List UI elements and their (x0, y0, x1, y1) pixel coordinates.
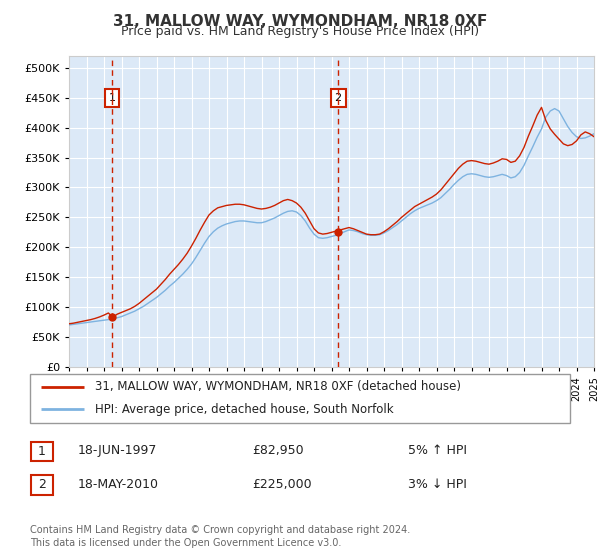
Text: 2: 2 (335, 93, 342, 103)
Text: 1: 1 (38, 445, 46, 458)
FancyBboxPatch shape (31, 475, 53, 494)
Text: 2: 2 (38, 478, 46, 492)
Text: HPI: Average price, detached house, South Norfolk: HPI: Average price, detached house, Sout… (95, 403, 394, 416)
Text: 5% ↑ HPI: 5% ↑ HPI (408, 444, 467, 458)
Text: 31, MALLOW WAY, WYMONDHAM, NR18 0XF: 31, MALLOW WAY, WYMONDHAM, NR18 0XF (113, 14, 487, 29)
Text: 3% ↓ HPI: 3% ↓ HPI (408, 478, 467, 491)
Text: Price paid vs. HM Land Registry's House Price Index (HPI): Price paid vs. HM Land Registry's House … (121, 25, 479, 38)
Text: 31, MALLOW WAY, WYMONDHAM, NR18 0XF (detached house): 31, MALLOW WAY, WYMONDHAM, NR18 0XF (det… (95, 380, 461, 393)
Text: £225,000: £225,000 (252, 478, 311, 491)
Text: 18-MAY-2010: 18-MAY-2010 (78, 478, 159, 491)
FancyBboxPatch shape (30, 374, 570, 423)
Text: Contains HM Land Registry data © Crown copyright and database right 2024.
This d: Contains HM Land Registry data © Crown c… (30, 525, 410, 548)
Text: 1: 1 (109, 93, 116, 103)
FancyBboxPatch shape (31, 442, 53, 461)
Text: 18-JUN-1997: 18-JUN-1997 (78, 444, 157, 458)
Text: £82,950: £82,950 (252, 444, 304, 458)
